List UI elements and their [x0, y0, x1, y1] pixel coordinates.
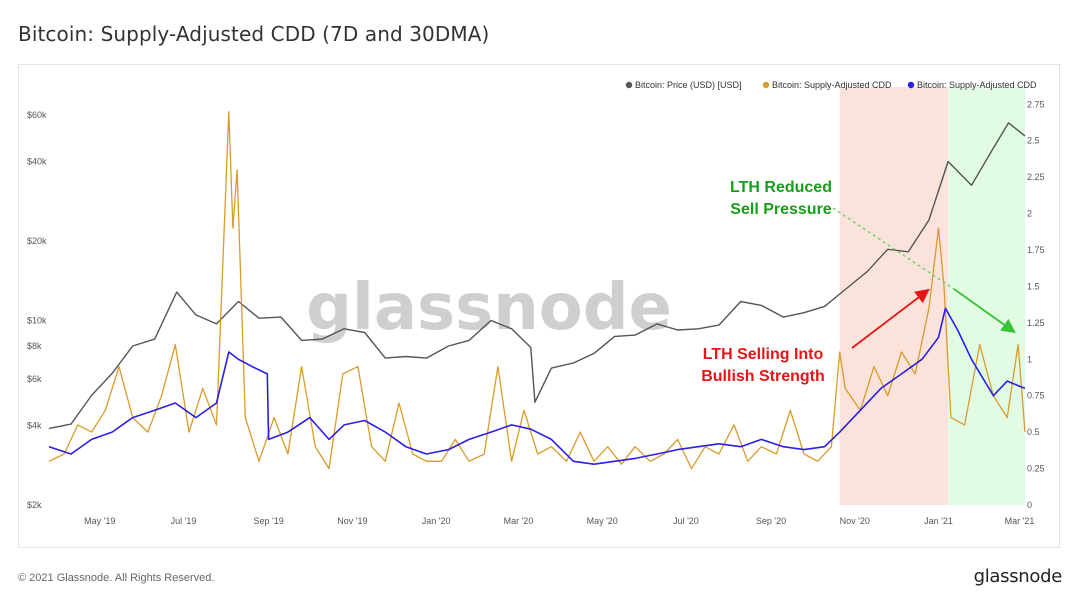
y-right-tick-label: 2: [1027, 209, 1032, 219]
shaded-region-green: [948, 87, 1025, 505]
annotation-red-text: Bullish Strength: [701, 368, 825, 385]
y-right-tick-label: 2.75: [1027, 99, 1045, 109]
legend-marker: [762, 81, 770, 89]
legend-label: Bitcoin: Supply-Adjusted CDD: [917, 80, 1037, 90]
x-tick-label: Mar '20: [504, 516, 534, 526]
x-tick-label: Jan '21: [924, 516, 953, 526]
x-tick-label: Sep '20: [756, 516, 786, 526]
y-right-tick-label: 1: [1027, 354, 1032, 364]
footer-copyright: © 2021 Glassnode. All Rights Reserved.: [18, 572, 215, 584]
y-left-tick-label: $6k: [27, 374, 42, 384]
series-line-2: [48, 307, 1026, 466]
shaded-region-red: [839, 87, 949, 505]
axis-ticks: May '19 Jul '19 Sep '19 Nov '19 Jan '20 Mar '…: [27, 99, 1045, 526]
y-left-tick-label: $60k: [27, 110, 47, 120]
annotation-green-text: Sell Pressure: [730, 201, 832, 218]
x-tick-label: Nov '19: [337, 516, 367, 526]
red-arrow: [851, 288, 930, 349]
y-left-tick-label: $4k: [27, 421, 42, 431]
y-right-tick-label: 2.25: [1027, 172, 1045, 182]
series-line-1: [48, 110, 1026, 470]
series-line-0: [48, 122, 1026, 430]
legend-label: Bitcoin: Price (USD) [USD]: [635, 80, 742, 90]
page-title: Bitcoin: Supply-Adjusted CDD (7D and 30D…: [18, 22, 490, 46]
legend-marker: [907, 81, 915, 89]
x-tick-label: Mar '21: [1005, 516, 1035, 526]
watermark-text: glassnode: [306, 271, 672, 345]
chart-frame: glassnode May '19 Jul '19 Sep '19 Nov '19 Ja…: [18, 64, 1060, 548]
green-arrow: [953, 288, 1016, 334]
y-right-tick-label: 0: [1027, 500, 1032, 510]
green-dashed-line: [832, 207, 955, 290]
x-tick-label: May '19: [84, 516, 115, 526]
x-tick-label: Nov '20: [840, 516, 870, 526]
y-left-tick-label: $10k: [27, 315, 47, 325]
shaded-regions: [839, 87, 1025, 505]
glassnode-logo[interactable]: glassnode: [973, 566, 1063, 587]
legend-marker: [625, 81, 633, 89]
x-tick-label: May '20: [587, 516, 618, 526]
y-left-tick-label: $20k: [27, 236, 47, 246]
y-right-tick-label: 1.75: [1027, 245, 1045, 255]
series-lines: [48, 110, 1026, 470]
y-right-tick-label: 0.25: [1027, 464, 1045, 474]
x-tick-label: Jan '20: [422, 516, 451, 526]
y-right-tick-label: 0.5: [1027, 427, 1040, 437]
y-right-tick-label: 0.75: [1027, 391, 1045, 401]
y-right-tick-label: 1.5: [1027, 281, 1040, 291]
legend-label: Bitcoin: Supply-Adjusted CDD: [772, 80, 892, 90]
x-tick-label: Jul '19: [171, 516, 197, 526]
y-left-tick-label: $2k: [27, 500, 42, 510]
annotations: LTH Reduced Sell Pressure LTH Selling Into…: [701, 179, 1016, 385]
annotation-green-text: LTH Reduced: [730, 179, 832, 196]
y-right-tick-label: 1.25: [1027, 318, 1045, 328]
legend: Bitcoin: Price (USD) [USD] Bitcoin: Suppl…: [625, 80, 1037, 90]
y-left-tick-label: $8k: [27, 341, 42, 351]
chart-svg: glassnode May '19 Jul '19 Sep '19 Nov '19 Ja…: [27, 80, 1045, 526]
y-right-tick-label: 2.5: [1027, 136, 1040, 146]
y-left-tick-label: $40k: [27, 156, 47, 166]
annotation-red-text: LTH Selling Into: [703, 346, 824, 363]
x-tick-label: Jul '20: [673, 516, 699, 526]
x-tick-label: Sep '19: [254, 516, 284, 526]
